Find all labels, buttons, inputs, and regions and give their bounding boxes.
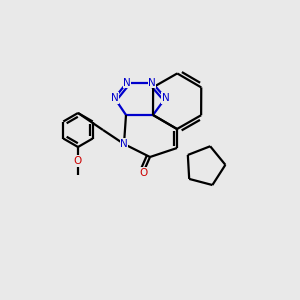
Text: N: N (111, 93, 119, 103)
Text: O: O (74, 156, 82, 166)
Text: N: N (123, 77, 131, 88)
Text: N: N (148, 77, 156, 88)
Text: O: O (139, 168, 147, 178)
Text: N: N (162, 93, 170, 103)
Text: N: N (120, 139, 128, 149)
